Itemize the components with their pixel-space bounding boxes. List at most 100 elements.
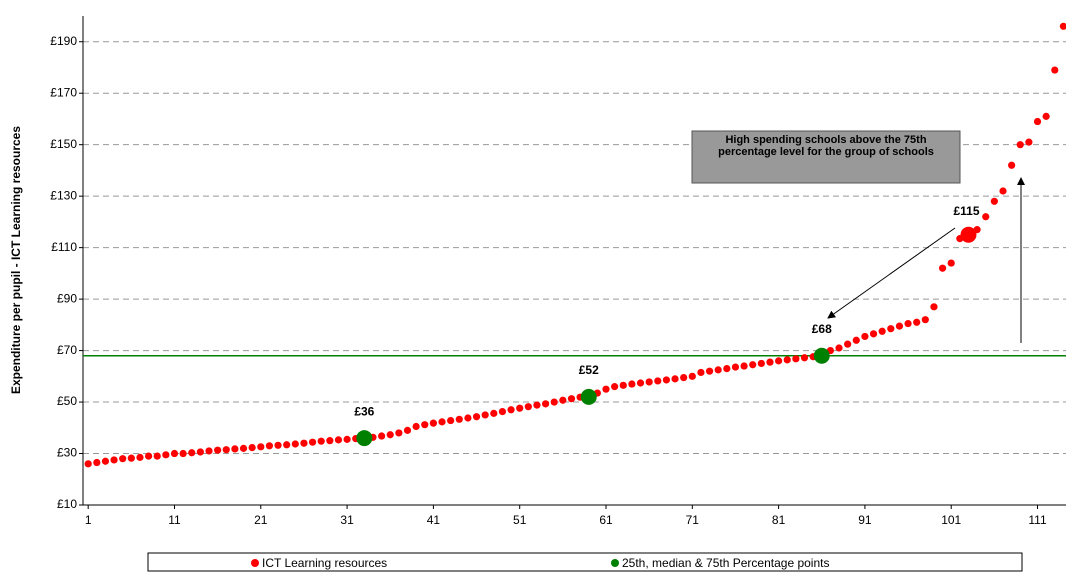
data-point bbox=[395, 429, 403, 437]
data-point bbox=[740, 362, 748, 370]
data-point bbox=[386, 431, 394, 439]
data-point bbox=[93, 458, 101, 467]
data-point bbox=[119, 455, 127, 463]
data-point bbox=[930, 303, 938, 311]
data-point bbox=[162, 451, 170, 459]
data-point bbox=[550, 398, 558, 406]
data-point bbox=[300, 439, 308, 447]
data-point bbox=[938, 264, 947, 272]
data-point bbox=[731, 363, 740, 371]
data-point bbox=[844, 340, 852, 348]
data-point bbox=[455, 415, 463, 423]
data-point bbox=[947, 259, 955, 267]
data-point bbox=[188, 449, 196, 457]
data-point bbox=[481, 411, 489, 419]
data-point bbox=[248, 444, 256, 452]
annotation-wrap: High spending schools above the 75th per… bbox=[718, 134, 934, 158]
y-tick-label: £90 bbox=[57, 291, 77, 305]
data-point bbox=[257, 443, 265, 451]
data-point bbox=[680, 374, 688, 382]
data-point bbox=[421, 421, 429, 429]
data-point bbox=[990, 197, 998, 205]
data-point bbox=[688, 372, 696, 380]
legend-label: ICT Learning resources bbox=[262, 556, 387, 570]
data-point bbox=[429, 419, 437, 427]
data-point bbox=[757, 359, 765, 368]
data-point bbox=[144, 452, 153, 460]
data-point bbox=[541, 400, 550, 408]
data-point bbox=[766, 358, 774, 366]
data-point bbox=[671, 375, 679, 383]
x-tick-label: 51 bbox=[513, 513, 527, 527]
data-point bbox=[723, 364, 731, 373]
data-point bbox=[895, 322, 904, 330]
data-point bbox=[982, 213, 990, 221]
data-point bbox=[1025, 138, 1033, 146]
data-point bbox=[611, 383, 619, 391]
y-axis-title: Expenditure per pupil - ICT Learning res… bbox=[9, 126, 23, 394]
legend-swatch bbox=[251, 559, 259, 567]
x-tick-label: 21 bbox=[254, 513, 268, 527]
data-point bbox=[1008, 161, 1016, 169]
data-point bbox=[887, 325, 895, 333]
data-point bbox=[464, 414, 472, 422]
y-tick-label: £170 bbox=[50, 85, 77, 99]
data-point bbox=[170, 449, 179, 458]
data-point bbox=[1051, 66, 1059, 74]
x-tick-label: 1 bbox=[85, 513, 92, 527]
data-point bbox=[1059, 22, 1066, 30]
data-point bbox=[559, 396, 567, 404]
y-tick-label: £110 bbox=[51, 240, 77, 254]
y-tick-label: £150 bbox=[50, 137, 77, 151]
data-label: £52 bbox=[579, 363, 599, 377]
data-point bbox=[904, 319, 912, 328]
data-point bbox=[697, 368, 705, 377]
data-point bbox=[714, 366, 722, 374]
data-point bbox=[783, 356, 791, 364]
arrow bbox=[827, 227, 956, 319]
y-tick-label: £190 bbox=[50, 34, 77, 48]
legend-swatch bbox=[611, 559, 619, 567]
data-point bbox=[196, 448, 204, 456]
data-point bbox=[291, 440, 299, 448]
data-point bbox=[110, 456, 118, 464]
data-point bbox=[861, 332, 869, 341]
data-point bbox=[602, 385, 610, 393]
data-point bbox=[222, 446, 230, 454]
legend-label: 25th, median & 75th Percentage points bbox=[622, 556, 829, 570]
data-point bbox=[498, 407, 507, 416]
x-tick-label: 41 bbox=[427, 513, 441, 527]
data-point bbox=[1042, 112, 1050, 120]
annotation: High spending schools above the 75th per… bbox=[718, 134, 934, 158]
data-point bbox=[101, 457, 110, 465]
data-point bbox=[792, 355, 800, 363]
data-point bbox=[84, 460, 92, 468]
data-point bbox=[334, 436, 343, 444]
data-point bbox=[127, 454, 135, 462]
data-point bbox=[524, 403, 532, 411]
data-point bbox=[153, 452, 161, 460]
data-point bbox=[274, 441, 282, 449]
legend bbox=[147, 552, 1023, 572]
data-point bbox=[749, 361, 757, 369]
data-point bbox=[800, 354, 809, 362]
data-point bbox=[214, 446, 222, 454]
data-point bbox=[645, 378, 653, 386]
data-point bbox=[403, 426, 412, 434]
data-point bbox=[516, 404, 524, 412]
y-tick-label: £130 bbox=[50, 188, 77, 202]
data-point bbox=[913, 318, 921, 326]
data-point bbox=[619, 381, 627, 389]
data-point bbox=[654, 377, 662, 385]
data-point bbox=[869, 330, 878, 338]
data-point bbox=[136, 453, 144, 461]
data-point bbox=[533, 401, 541, 409]
data-label: £68 bbox=[812, 322, 832, 336]
data-point bbox=[567, 395, 576, 403]
data-point bbox=[472, 413, 481, 421]
data-point bbox=[775, 357, 783, 365]
percentile-point bbox=[356, 430, 373, 447]
x-tick-label: 71 bbox=[686, 513, 700, 527]
data-point bbox=[378, 432, 386, 440]
